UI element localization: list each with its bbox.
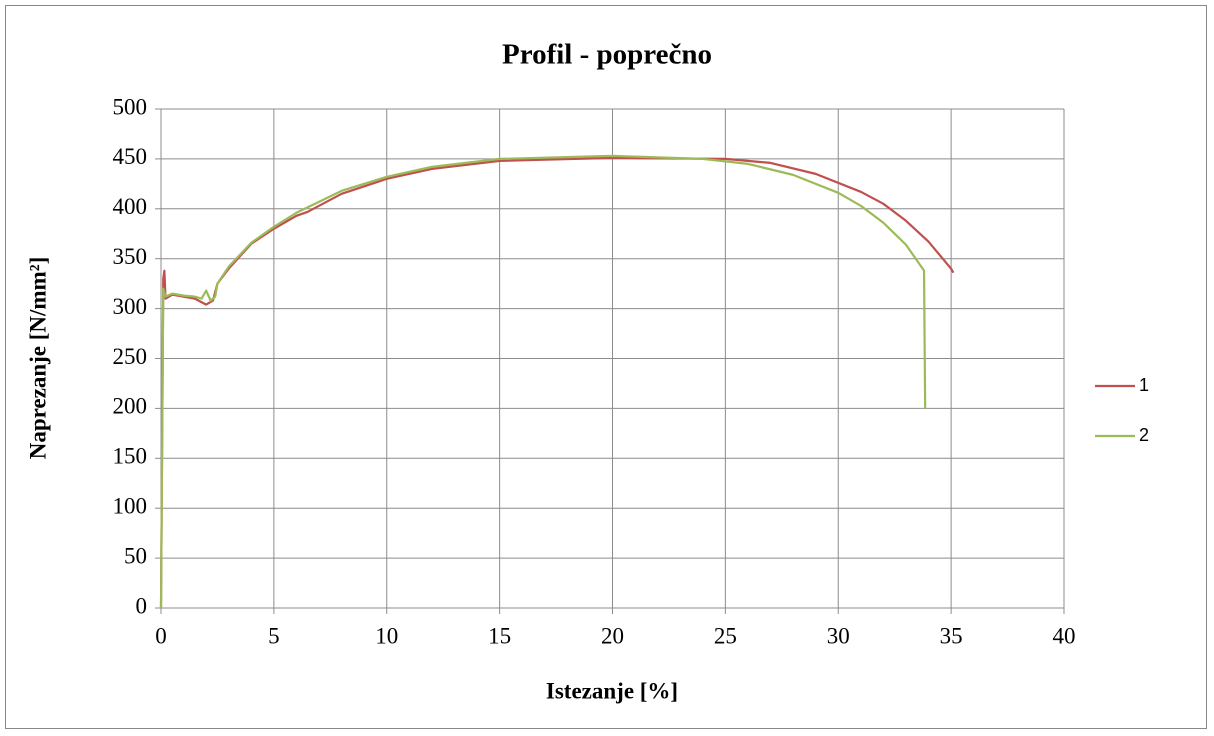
y-tick-label: 350 <box>113 244 148 269</box>
y-tick-label: 150 <box>113 444 148 469</box>
series-line <box>159 154 927 609</box>
chart-title: Profil - poprečno <box>502 39 712 71</box>
x-tick-label: 40 <box>1053 623 1076 648</box>
x-tick-label: 10 <box>375 623 398 648</box>
y-tick-label: 0 <box>136 593 148 618</box>
x-tick-label: 25 <box>714 623 737 648</box>
y-tick-label: 50 <box>124 543 147 568</box>
y-tick-label: 450 <box>113 144 148 169</box>
y-tick-label: 100 <box>113 493 148 518</box>
y-tick-label: 500 <box>113 94 148 119</box>
y-tick-label: 250 <box>113 344 148 369</box>
x-tick-label: 5 <box>268 623 280 648</box>
x-tick-label: 20 <box>601 623 624 648</box>
y-axis-title: Naprezanje [N/mm²] <box>25 257 50 460</box>
y-tick-label: 300 <box>113 294 148 319</box>
x-tick-label: 35 <box>940 623 963 648</box>
x-axis-title: Istezanje [%] <box>546 678 678 703</box>
x-tick-label: 30 <box>827 623 850 648</box>
y-tick-label: 400 <box>113 194 148 219</box>
legend-label: 1 <box>1139 375 1149 395</box>
x-tick-label: 0 <box>155 623 167 648</box>
chart-frame <box>5 5 1207 729</box>
x-tick-label: 15 <box>488 623 511 648</box>
legend-label: 2 <box>1139 425 1149 445</box>
y-tick-label: 200 <box>113 394 148 419</box>
